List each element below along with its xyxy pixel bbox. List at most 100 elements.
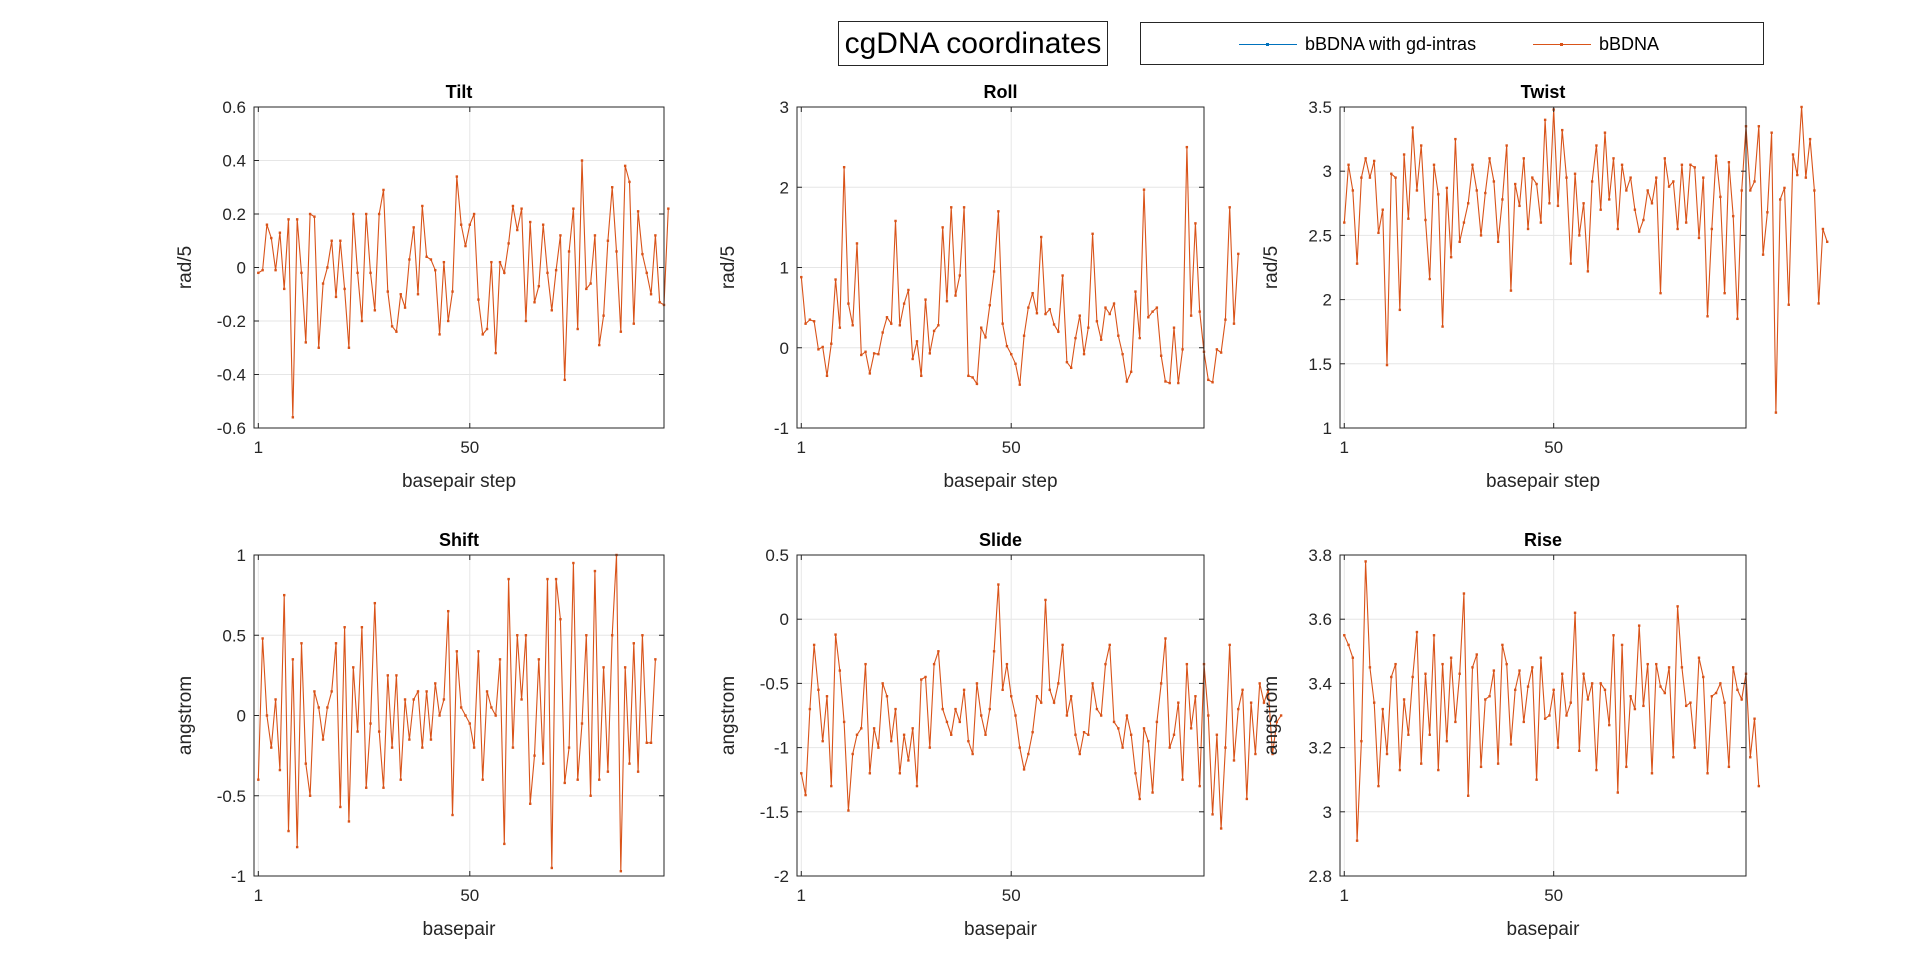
data-point: [1112, 720, 1116, 724]
data-point: [1749, 189, 1752, 192]
y-tick-label: -0.5: [760, 674, 789, 693]
data-point: [1147, 739, 1150, 743]
data-point: [1475, 653, 1478, 656]
data-point: [1505, 662, 1508, 666]
data-point: [1069, 695, 1073, 698]
data-point: [1625, 189, 1628, 192]
data-point: [997, 210, 1000, 213]
data-point: [825, 695, 829, 698]
data-point: [1642, 704, 1645, 708]
data-point: [1518, 669, 1521, 672]
data-point: [1710, 227, 1714, 231]
data-point: [295, 845, 299, 849]
data-point: [1548, 202, 1551, 205]
data-point: [1753, 180, 1756, 183]
data-point: [1368, 666, 1372, 669]
data-point: [278, 768, 282, 772]
data-point: [1254, 752, 1257, 756]
data-point: [1044, 312, 1047, 316]
y-axis-label: angstrom: [1261, 676, 1282, 755]
data-point: [1633, 707, 1637, 711]
legend-swatch-gd-intras: [1239, 39, 1297, 51]
data-point: [1706, 772, 1709, 775]
data-point: [1112, 302, 1116, 305]
y-tick-label: 2.8: [1308, 867, 1332, 886]
data-point: [1262, 701, 1266, 704]
data-point: [554, 577, 558, 581]
data-point: [295, 218, 299, 221]
data-point: [1702, 675, 1705, 679]
data-point: [447, 319, 450, 323]
data-point: [1449, 256, 1453, 259]
data-point: [1198, 784, 1201, 788]
data-point: [1590, 682, 1594, 685]
data-point: [855, 733, 859, 736]
data-point: [1065, 714, 1069, 717]
data-point: [1578, 749, 1581, 753]
data-point: [360, 626, 364, 629]
data-point: [1467, 202, 1470, 205]
data-point: [377, 730, 381, 733]
data-point: [971, 752, 974, 756]
data-point: [1237, 707, 1240, 711]
data-point: [1181, 348, 1184, 351]
data-point: [821, 739, 824, 743]
data-point: [992, 270, 996, 273]
data-point: [1219, 351, 1223, 354]
data-point: [593, 234, 597, 237]
data-point: [1211, 381, 1214, 384]
data-point: [1245, 797, 1249, 801]
data-point: [257, 778, 260, 781]
x-tick-label: 1: [254, 886, 263, 905]
data-point: [287, 829, 290, 833]
data-point: [817, 348, 820, 351]
data-point: [442, 260, 446, 264]
subplot-title: Slide: [979, 530, 1022, 550]
data-point: [988, 304, 991, 307]
data-point: [812, 320, 816, 323]
data-point: [1684, 221, 1688, 224]
data-point: [1531, 666, 1534, 669]
data-point: [1531, 176, 1534, 179]
data-point: [830, 342, 833, 345]
y-tick-label: 3.8: [1308, 546, 1332, 565]
data-point: [1394, 662, 1397, 666]
figure-title-text: cgDNA coordinates: [844, 26, 1102, 60]
data-point: [907, 288, 910, 292]
data-point: [300, 271, 303, 275]
data-point: [408, 738, 411, 741]
data-point: [804, 793, 807, 797]
data-point: [520, 207, 523, 210]
data-point: [1702, 176, 1705, 179]
data-point: [619, 330, 623, 333]
data-point: [451, 813, 454, 817]
data-point: [472, 746, 476, 749]
data-point: [377, 212, 381, 216]
data-point: [274, 698, 277, 701]
data-point: [356, 730, 359, 733]
data-point: [611, 634, 614, 637]
data-point: [369, 722, 372, 725]
data-point: [1411, 675, 1414, 679]
x-tick-label: 50: [460, 438, 479, 457]
data-point: [1667, 185, 1671, 188]
y-tick-label: 1: [237, 546, 246, 565]
data-point: [1057, 330, 1060, 333]
x-tick-label: 50: [1002, 886, 1021, 905]
data-point: [1207, 714, 1210, 717]
data-point: [382, 188, 385, 192]
data-point: [261, 268, 264, 272]
data-point: [915, 784, 919, 788]
data-point: [1501, 198, 1504, 201]
data-point: [347, 820, 351, 823]
data-point: [1458, 240, 1461, 244]
data-point: [1091, 232, 1094, 235]
data-point: [567, 250, 571, 253]
data-point: [1398, 768, 1402, 772]
data-point: [326, 706, 329, 709]
data-point: [1018, 746, 1021, 749]
data-point: [1377, 784, 1380, 788]
data-point: [395, 674, 398, 677]
subplot-twist: 1 1.5 2 2.5 3 3.5 1 50 Twist basepair step rad/5: [1261, 82, 1829, 492]
data-point: [1454, 720, 1457, 724]
